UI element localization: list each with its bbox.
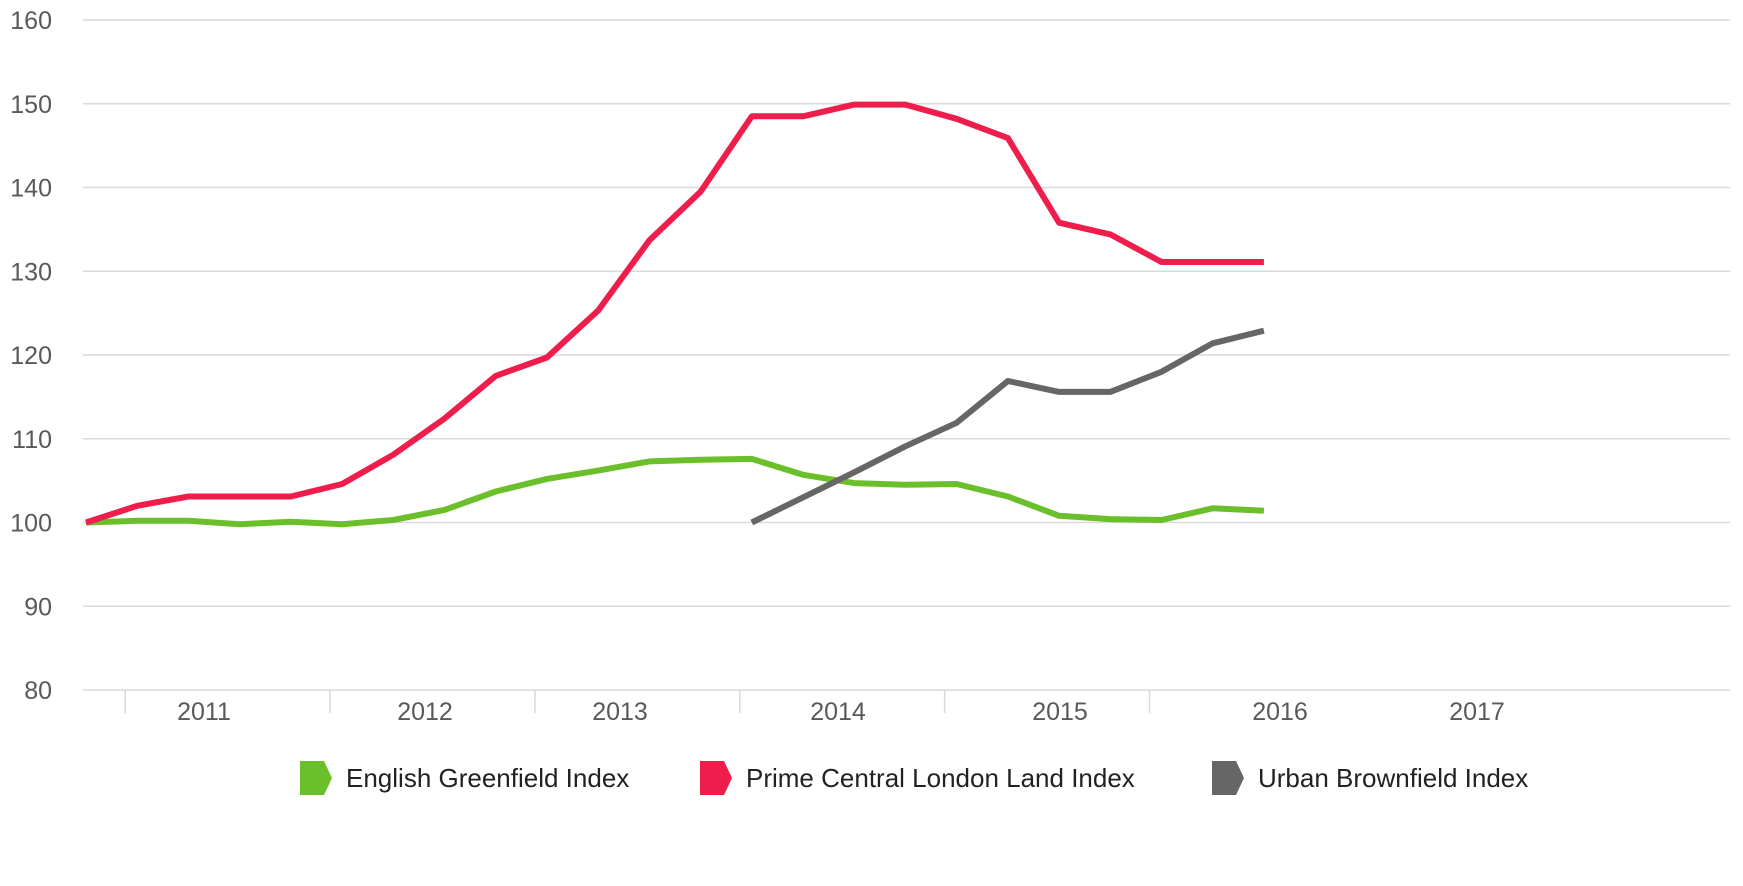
y-tick-label: 150: [10, 91, 52, 119]
y-axis: 80 90 100 110 120 130 140 150 160: [10, 7, 52, 705]
y-tick-label: 160: [10, 7, 52, 35]
x-tick-label: 2016: [1252, 698, 1308, 726]
gridlines: [83, 19, 1730, 691]
x-tick-label: 2012: [397, 698, 453, 726]
y-tick-label: 80: [24, 677, 52, 705]
y-tick-label: 140: [10, 175, 52, 203]
legend-label-2: Urban Brownfield Index: [1258, 763, 1528, 793]
legend-marker-0: [300, 761, 332, 795]
legend-marker-1: [700, 761, 732, 795]
series-lines: [85, 101, 1265, 528]
y-tick-label: 100: [10, 510, 52, 538]
legend: English Greenfield Index Prime Central Lo…: [300, 761, 1528, 795]
series-line-2: [750, 327, 1265, 526]
y-tick-label: 120: [10, 342, 52, 370]
x-tick-label: 2015: [1032, 698, 1088, 726]
legend-marker-2: [1212, 761, 1244, 795]
series-line-0: [85, 455, 1265, 528]
x-tick-label: 2011: [177, 698, 231, 726]
y-tick-label: 130: [10, 258, 52, 286]
x-tick-label: 2013: [592, 698, 648, 726]
x-tick-label: 2014: [810, 698, 866, 726]
y-tick-label: 90: [24, 593, 52, 621]
legend-label-1: Prime Central London Land Index: [746, 763, 1135, 793]
legend-label-0: English Greenfield Index: [346, 763, 629, 793]
series-line-1: [85, 101, 1264, 526]
y-tick-label: 110: [12, 426, 52, 454]
x-tick-label: 2017: [1449, 698, 1505, 726]
x-axis: 2011 2012 2013 2014 2015 2016 2017: [124, 690, 1505, 726]
